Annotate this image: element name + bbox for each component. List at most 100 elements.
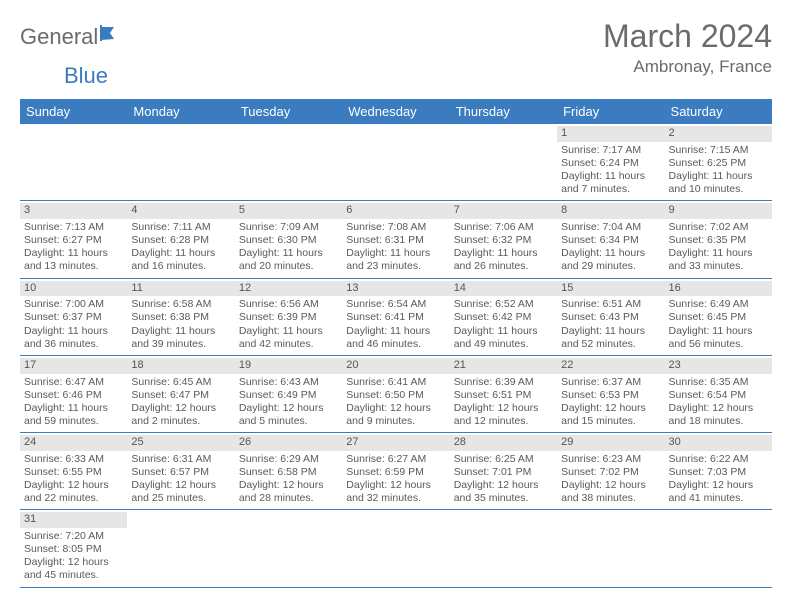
daylight-text: Daylight: 11 hours and 39 minutes. [131, 325, 230, 351]
sunset-text: Sunset: 6:34 PM [561, 234, 660, 247]
day-header: Thursday [450, 99, 557, 124]
daylight-text: Daylight: 11 hours and 56 minutes. [669, 325, 768, 351]
day-header: Wednesday [342, 99, 449, 124]
sunset-text: Sunset: 6:57 PM [131, 466, 230, 479]
calendar-cell: 26Sunrise: 6:29 AMSunset: 6:58 PMDayligh… [235, 433, 342, 509]
sunset-text: Sunset: 7:02 PM [561, 466, 660, 479]
calendar-cell: 21Sunrise: 6:39 AMSunset: 6:51 PMDayligh… [450, 356, 557, 432]
sunrise-text: Sunrise: 6:58 AM [131, 298, 230, 311]
day-number: 18 [127, 358, 234, 374]
day-header: Friday [557, 99, 664, 124]
calendar-cell: 5Sunrise: 7:09 AMSunset: 6:30 PMDaylight… [235, 201, 342, 277]
calendar-cell [127, 510, 234, 586]
daylight-text: Daylight: 12 hours and 9 minutes. [346, 402, 445, 428]
daylight-text: Daylight: 11 hours and 46 minutes. [346, 325, 445, 351]
day-number: 15 [557, 281, 664, 297]
calendar-cell: 14Sunrise: 6:52 AMSunset: 6:42 PMDayligh… [450, 279, 557, 355]
calendar-cell [235, 124, 342, 200]
daylight-text: Daylight: 12 hours and 25 minutes. [131, 479, 230, 505]
daylight-text: Daylight: 12 hours and 5 minutes. [239, 402, 338, 428]
day-header-row: Sunday Monday Tuesday Wednesday Thursday… [20, 99, 772, 124]
sunrise-text: Sunrise: 7:04 AM [561, 221, 660, 234]
calendar-cell: 15Sunrise: 6:51 AMSunset: 6:43 PMDayligh… [557, 279, 664, 355]
calendar-cell: 4Sunrise: 7:11 AMSunset: 6:28 PMDaylight… [127, 201, 234, 277]
calendar-cell [127, 124, 234, 200]
location: Ambronay, France [603, 57, 772, 77]
sunset-text: Sunset: 8:05 PM [24, 543, 123, 556]
sunrise-text: Sunrise: 7:15 AM [669, 144, 768, 157]
day-number: 28 [450, 435, 557, 451]
calendar-cell [557, 510, 664, 586]
daylight-text: Daylight: 11 hours and 10 minutes. [669, 170, 768, 196]
daylight-text: Daylight: 11 hours and 16 minutes. [131, 247, 230, 273]
sunrise-text: Sunrise: 7:02 AM [669, 221, 768, 234]
sunrise-text: Sunrise: 6:27 AM [346, 453, 445, 466]
calendar-week: 10Sunrise: 7:00 AMSunset: 6:37 PM Dayligh… [20, 279, 772, 356]
day-number: 3 [20, 203, 127, 219]
sunset-text: Sunset: 6:41 PM [346, 311, 445, 324]
day-number: 8 [557, 203, 664, 219]
sunset-text: Sunset: 6:25 PM [669, 157, 768, 170]
sunset-text: Sunset: 6:24 PM [561, 157, 660, 170]
day-number: 25 [127, 435, 234, 451]
sunrise-text: Sunrise: 6:54 AM [346, 298, 445, 311]
day-header: Tuesday [235, 99, 342, 124]
sunset-text: Sunset: 6:59 PM [346, 466, 445, 479]
sunrise-text: Sunrise: 6:23 AM [561, 453, 660, 466]
calendar-cell: 28Sunrise: 6:25 AMSunset: 7:01 PMDayligh… [450, 433, 557, 509]
sunrise-text: Sunrise: 7:11 AM [131, 221, 230, 234]
daylight-text: Daylight: 12 hours and 38 minutes. [561, 479, 660, 505]
sunrise-text: Sunrise: 6:47 AM [24, 376, 123, 389]
daylight-text: Daylight: 11 hours and 26 minutes. [454, 247, 553, 273]
sunrise-text: Sunrise: 7:17 AM [561, 144, 660, 157]
daylight-text: Daylight: 11 hours and 29 minutes. [561, 247, 660, 273]
daylight-text: Daylight: 12 hours and 22 minutes. [24, 479, 123, 505]
day-number: 14 [450, 281, 557, 297]
day-number: 16 [665, 281, 772, 297]
daylight-text: Daylight: 12 hours and 18 minutes. [669, 402, 768, 428]
sunrise-text: Sunrise: 6:49 AM [669, 298, 768, 311]
calendar-cell: 30Sunrise: 6:22 AMSunset: 7:03 PMDayligh… [665, 433, 772, 509]
sunset-text: Sunset: 6:50 PM [346, 389, 445, 402]
sunset-text: Sunset: 6:39 PM [239, 311, 338, 324]
sunset-text: Sunset: 6:49 PM [239, 389, 338, 402]
sunrise-text: Sunrise: 6:52 AM [454, 298, 553, 311]
sunrise-text: Sunrise: 6:25 AM [454, 453, 553, 466]
calendar-cell [450, 124, 557, 200]
logo: General [20, 24, 122, 50]
sunset-text: Sunset: 6:53 PM [561, 389, 660, 402]
calendar-cell: 7Sunrise: 7:06 AMSunset: 6:32 PMDaylight… [450, 201, 557, 277]
calendar-cell: 29 Sunrise: 6:23 AMSunset: 7:02 PMDayligh… [557, 433, 664, 509]
calendar-cell: 17Sunrise: 6:47 AMSunset: 6:46 PMDayligh… [20, 356, 127, 432]
sunset-text: Sunset: 6:45 PM [669, 311, 768, 324]
calendar-week: 3Sunrise: 7:13 AMSunset: 6:27 PMDaylight… [20, 201, 772, 278]
day-number: 7 [450, 203, 557, 219]
day-number: 21 [450, 358, 557, 374]
sunrise-text: Sunrise: 7:00 AM [24, 298, 123, 311]
calendar-cell: 10Sunrise: 7:00 AMSunset: 6:37 PMDayligh… [20, 279, 127, 355]
day-number: 12 [235, 281, 342, 297]
day-header: Sunday [20, 99, 127, 124]
day-number: 24 [20, 435, 127, 451]
calendar-week: 24Sunrise: 6:33 AMSunset: 6:55 PMDayligh… [20, 433, 772, 510]
month-title: March 2024 [603, 18, 772, 55]
daylight-text: Daylight: 12 hours and 45 minutes. [24, 556, 123, 582]
daylight-text: Daylight: 11 hours and 7 minutes. [561, 170, 660, 196]
sunset-text: Sunset: 6:27 PM [24, 234, 123, 247]
sunset-text: Sunset: 6:37 PM [24, 311, 123, 324]
sunrise-text: Sunrise: 7:20 AM [24, 530, 123, 543]
day-number: 5 [235, 203, 342, 219]
calendar-cell: 18Sunrise: 6:45 AMSunset: 6:47 PMDayligh… [127, 356, 234, 432]
day-header: Saturday [665, 99, 772, 124]
calendar-week: 17Sunrise: 6:47 AMSunset: 6:46 PMDayligh… [20, 356, 772, 433]
day-number: 29 [557, 435, 664, 451]
day-number: 10 [20, 281, 127, 297]
calendar-cell: 8 Sunrise: 7:04 AMSunset: 6:34 PMDaylight… [557, 201, 664, 277]
day-header: Monday [127, 99, 234, 124]
calendar-cell: 1Sunrise: 7:17 AMSunset: 6:24 PMDaylight… [557, 124, 664, 200]
sunset-text: Sunset: 7:03 PM [669, 466, 768, 479]
calendar-week: 31Sunrise: 7:20 AMSunset: 8:05 PMDayligh… [20, 510, 772, 587]
calendar-cell: 22Sunrise: 6:37 AMSunset: 6:53 PMDayligh… [557, 356, 664, 432]
calendar-cell: 12Sunrise: 6:56 AMSunset: 6:39 PMDayligh… [235, 279, 342, 355]
sunrise-text: Sunrise: 6:41 AM [346, 376, 445, 389]
